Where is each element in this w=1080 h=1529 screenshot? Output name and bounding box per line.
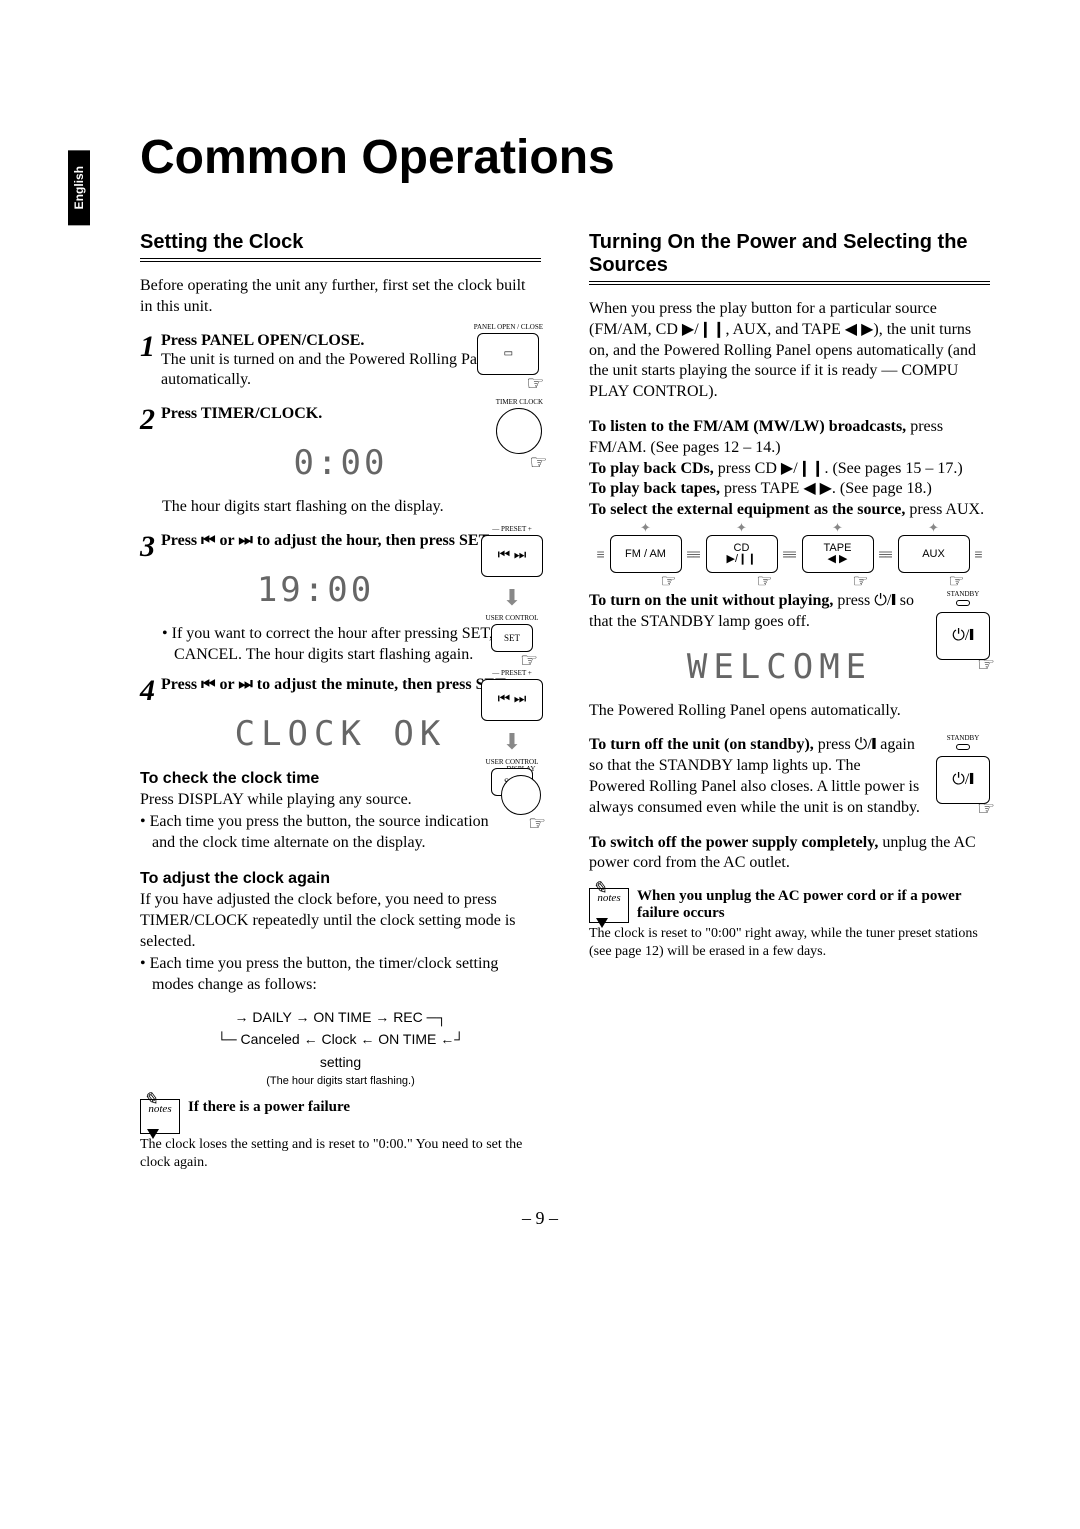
lcd-display-welcome: WELCOME [569, 647, 990, 687]
finger-icon: ☞ [526, 371, 544, 396]
switchoff-bold: To switch off the power supply completel… [589, 834, 882, 851]
power-button[interactable]: ⏻/❙☞ [936, 756, 990, 804]
finger-icon: ☞ [977, 796, 995, 821]
ext-bold: To select the external equipment as the … [589, 501, 909, 518]
cd-button[interactable]: ✦CD ▶/❙❙☞ [706, 535, 778, 573]
panel-open-close-button[interactable]: ▭☞ [477, 333, 539, 375]
note2-title: When you unplug the AC power cord or if … [637, 888, 990, 922]
user-control-label: USER CONTROL [486, 759, 539, 766]
heading-setting-clock: Setting the Clock [140, 231, 541, 262]
standby-led-icon [956, 744, 970, 750]
standby-led-icon [956, 600, 970, 606]
tape-button[interactable]: ✦TAPE ◀ ▶☞ [802, 535, 874, 573]
panel-opens-text: The Powered Rolling Panel opens automati… [589, 701, 990, 722]
standby-label: STANDBY [936, 591, 990, 598]
source-buttons-row: ✦FM / AM☞ ✦CD ▶/❙❙☞ ✦TAPE ◀ ▶☞ ✦AUX☞ [589, 535, 990, 573]
step-2-after: The hour digits start flashing on the di… [162, 497, 541, 518]
step-number: 3 [140, 532, 155, 562]
turn-on-block: To turn on the unit without playing, pre… [589, 591, 990, 721]
notes-icon: notes [589, 888, 629, 923]
finger-icon: ☞ [977, 652, 995, 677]
finger-icon: ☞ [756, 571, 772, 592]
adjust-bullet: Each time you press the button, the time… [140, 954, 541, 996]
finger-icon: ☞ [948, 571, 964, 592]
standby-label: STANDBY [936, 735, 990, 742]
step-2-title: Press TIMER/CLOCK. [161, 405, 541, 423]
skip-buttons[interactable]: ⏮ ⏭ [481, 535, 543, 577]
flow-sub: (The hour digits start flashing.) [140, 1073, 541, 1091]
clock-intro: Before operating the unit any further, f… [140, 276, 541, 318]
page-title: Common Operations [140, 130, 990, 185]
aux-button[interactable]: ✦AUX☞ [898, 535, 970, 573]
step-4: 4 Press ⏮ or ⏭ to adjust the minute, the… [140, 676, 541, 706]
arrow-down-icon: ⬇ [503, 729, 521, 755]
turnoff-bold: To turn off the unit (on standby), [589, 736, 818, 753]
note1-text: The clock loses the setting and is reset… [140, 1136, 541, 1172]
turn-off-block: To turn off the unit (on standby), press… [589, 735, 990, 818]
flow-line-2: └─ Canceled ← Clock ← ON TIME ←┘ [140, 1028, 541, 1050]
finger-icon: ☞ [528, 811, 546, 836]
tape-bold: To play back tapes, [589, 480, 724, 497]
fm-am-button[interactable]: ✦FM / AM☞ [610, 535, 682, 573]
panel-open-close-label: PANEL OPEN / CLOSE [474, 324, 543, 331]
ext-rest: press AUX. [909, 501, 984, 518]
left-column: Setting the Clock Before operating the u… [140, 231, 541, 1172]
note-unplug: notes When you unplug the AC power cord … [589, 888, 990, 923]
finger-icon: ☞ [660, 571, 676, 592]
heading-power-sources: Turning On the Power and Selecting the S… [589, 231, 990, 285]
flow-line-3: setting [140, 1051, 541, 1073]
flow-line-1: → DAILY → ON TIME → REC ─┐ [140, 1006, 541, 1028]
finger-icon: ☞ [852, 571, 868, 592]
user-control-label: USER CONTROL [486, 615, 539, 622]
display-button[interactable]: ☞ [501, 775, 541, 815]
cd-rest: press CD ▶/❙❙. (See pages 15 – 17.) [718, 460, 963, 477]
step-1: 1 Press PANEL OPEN/CLOSE. The unit is tu… [140, 332, 541, 392]
lcd-display-000: 0:00 [140, 443, 541, 483]
language-tab: English [68, 150, 90, 225]
preset-label: — PRESET + [492, 670, 532, 677]
note2-text: The clock is reset to "0:00" right away,… [589, 925, 990, 961]
check-bullet: Each time you press the button, the sour… [140, 812, 541, 854]
right-column: Turning On the Power and Selecting the S… [589, 231, 990, 1172]
power-button[interactable]: ⏻/❙☞ [936, 612, 990, 660]
timer-clock-label: TIMER CLOCK [496, 399, 543, 406]
finger-icon: ☞ [529, 450, 547, 475]
lcd-display-1900: 19:00 [90, 570, 541, 610]
cd-bold: To play back CDs, [589, 460, 718, 477]
flow-diagram: → DAILY → ON TIME → REC ─┐ └─ Canceled ←… [140, 1006, 541, 1091]
power-intro: When you press the play button for a par… [589, 299, 990, 403]
arrow-down-icon: ⬇ [503, 585, 521, 611]
preset-label: — PRESET + [492, 526, 532, 533]
tape-rest: press TAPE ◀ ▶. (See page 18.) [724, 480, 932, 497]
step-number: 2 [140, 405, 155, 435]
adjust-text: If you have adjusted the clock before, y… [140, 890, 541, 952]
notes-icon: notes [140, 1099, 180, 1134]
listen-bold: To listen to the FM/AM (MW/LW) broadcast… [589, 418, 910, 435]
step-3: 3 Press ⏮ or ⏭ to adjust the hour, then … [140, 532, 541, 562]
step-number: 1 [140, 332, 155, 362]
heading-adjust-clock: To adjust the clock again [140, 870, 541, 888]
note1-title: If there is a power failure [188, 1099, 350, 1116]
note-power-failure: notes If there is a power failure [140, 1099, 541, 1134]
page-number: – 9 – [90, 1208, 990, 1229]
step-number: 4 [140, 676, 155, 706]
skip-buttons[interactable]: ⏮ ⏭ [481, 679, 543, 721]
step-2: 2 Press TIMER/CLOCK. TIMER CLOCK ☞ [140, 405, 541, 435]
timer-clock-button[interactable]: ☞ [496, 408, 542, 454]
turnon-bold: To turn on the unit without playing, [589, 592, 837, 609]
set-button[interactable]: SET☞ [491, 624, 533, 652]
